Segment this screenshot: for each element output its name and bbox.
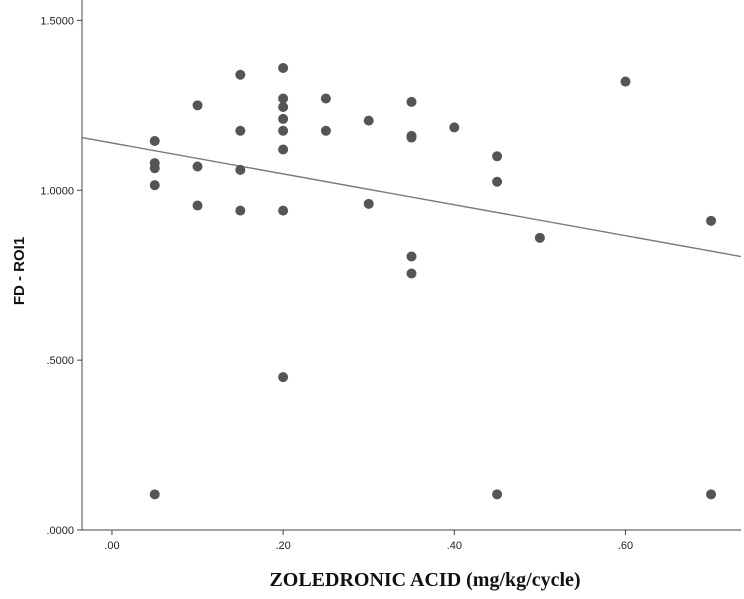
y-tick-label: .0000 — [46, 525, 74, 537]
data-point — [149, 180, 160, 191]
data-point — [492, 151, 503, 162]
data-point — [363, 198, 374, 209]
data-point — [492, 176, 503, 187]
data-point — [278, 205, 289, 216]
data-point — [706, 489, 717, 500]
data-point — [406, 251, 417, 262]
x-tick-label: .40 — [447, 540, 462, 552]
data-point — [192, 161, 203, 172]
data-point — [320, 125, 331, 136]
data-point — [192, 100, 203, 111]
data-point — [149, 135, 160, 146]
y-axis-label: FD - ROI1 — [11, 237, 28, 305]
data-point — [235, 164, 246, 175]
x-tick-label: .00 — [104, 540, 119, 552]
data-point — [363, 115, 374, 126]
data-point — [278, 372, 289, 383]
y-tick-label: 1.0000 — [40, 185, 74, 197]
x-tick-label: .20 — [275, 540, 290, 552]
data-point — [492, 489, 503, 500]
data-point — [192, 200, 203, 211]
y-tick-label: .5000 — [46, 355, 74, 367]
fit-line — [81, 136, 742, 258]
data-point — [278, 102, 289, 113]
data-point — [406, 268, 417, 279]
data-point — [706, 215, 717, 226]
plot-area: .0000 .5000 1.0000 1.5000 .00 .20 .40 .60 — [40, 0, 742, 552]
x-axis-label: ZOLEDRONIC ACID (mg/kg/cycle) — [269, 569, 580, 591]
data-point — [406, 132, 417, 143]
data-point — [235, 69, 246, 80]
data-point — [278, 144, 289, 155]
data-point — [278, 125, 289, 136]
data-point — [278, 93, 289, 104]
data-point — [449, 122, 460, 133]
data-point — [320, 93, 331, 104]
data-point — [149, 163, 160, 174]
data-point — [620, 76, 631, 87]
data-point — [278, 113, 289, 124]
data-point — [278, 62, 289, 73]
data-point — [534, 232, 545, 243]
data-point — [149, 489, 160, 500]
x-tick-label: .60 — [618, 540, 633, 552]
data-point — [235, 205, 246, 216]
y-tick-label: 1.5000 — [40, 15, 74, 27]
data-point — [235, 125, 246, 136]
data-point — [406, 96, 417, 107]
